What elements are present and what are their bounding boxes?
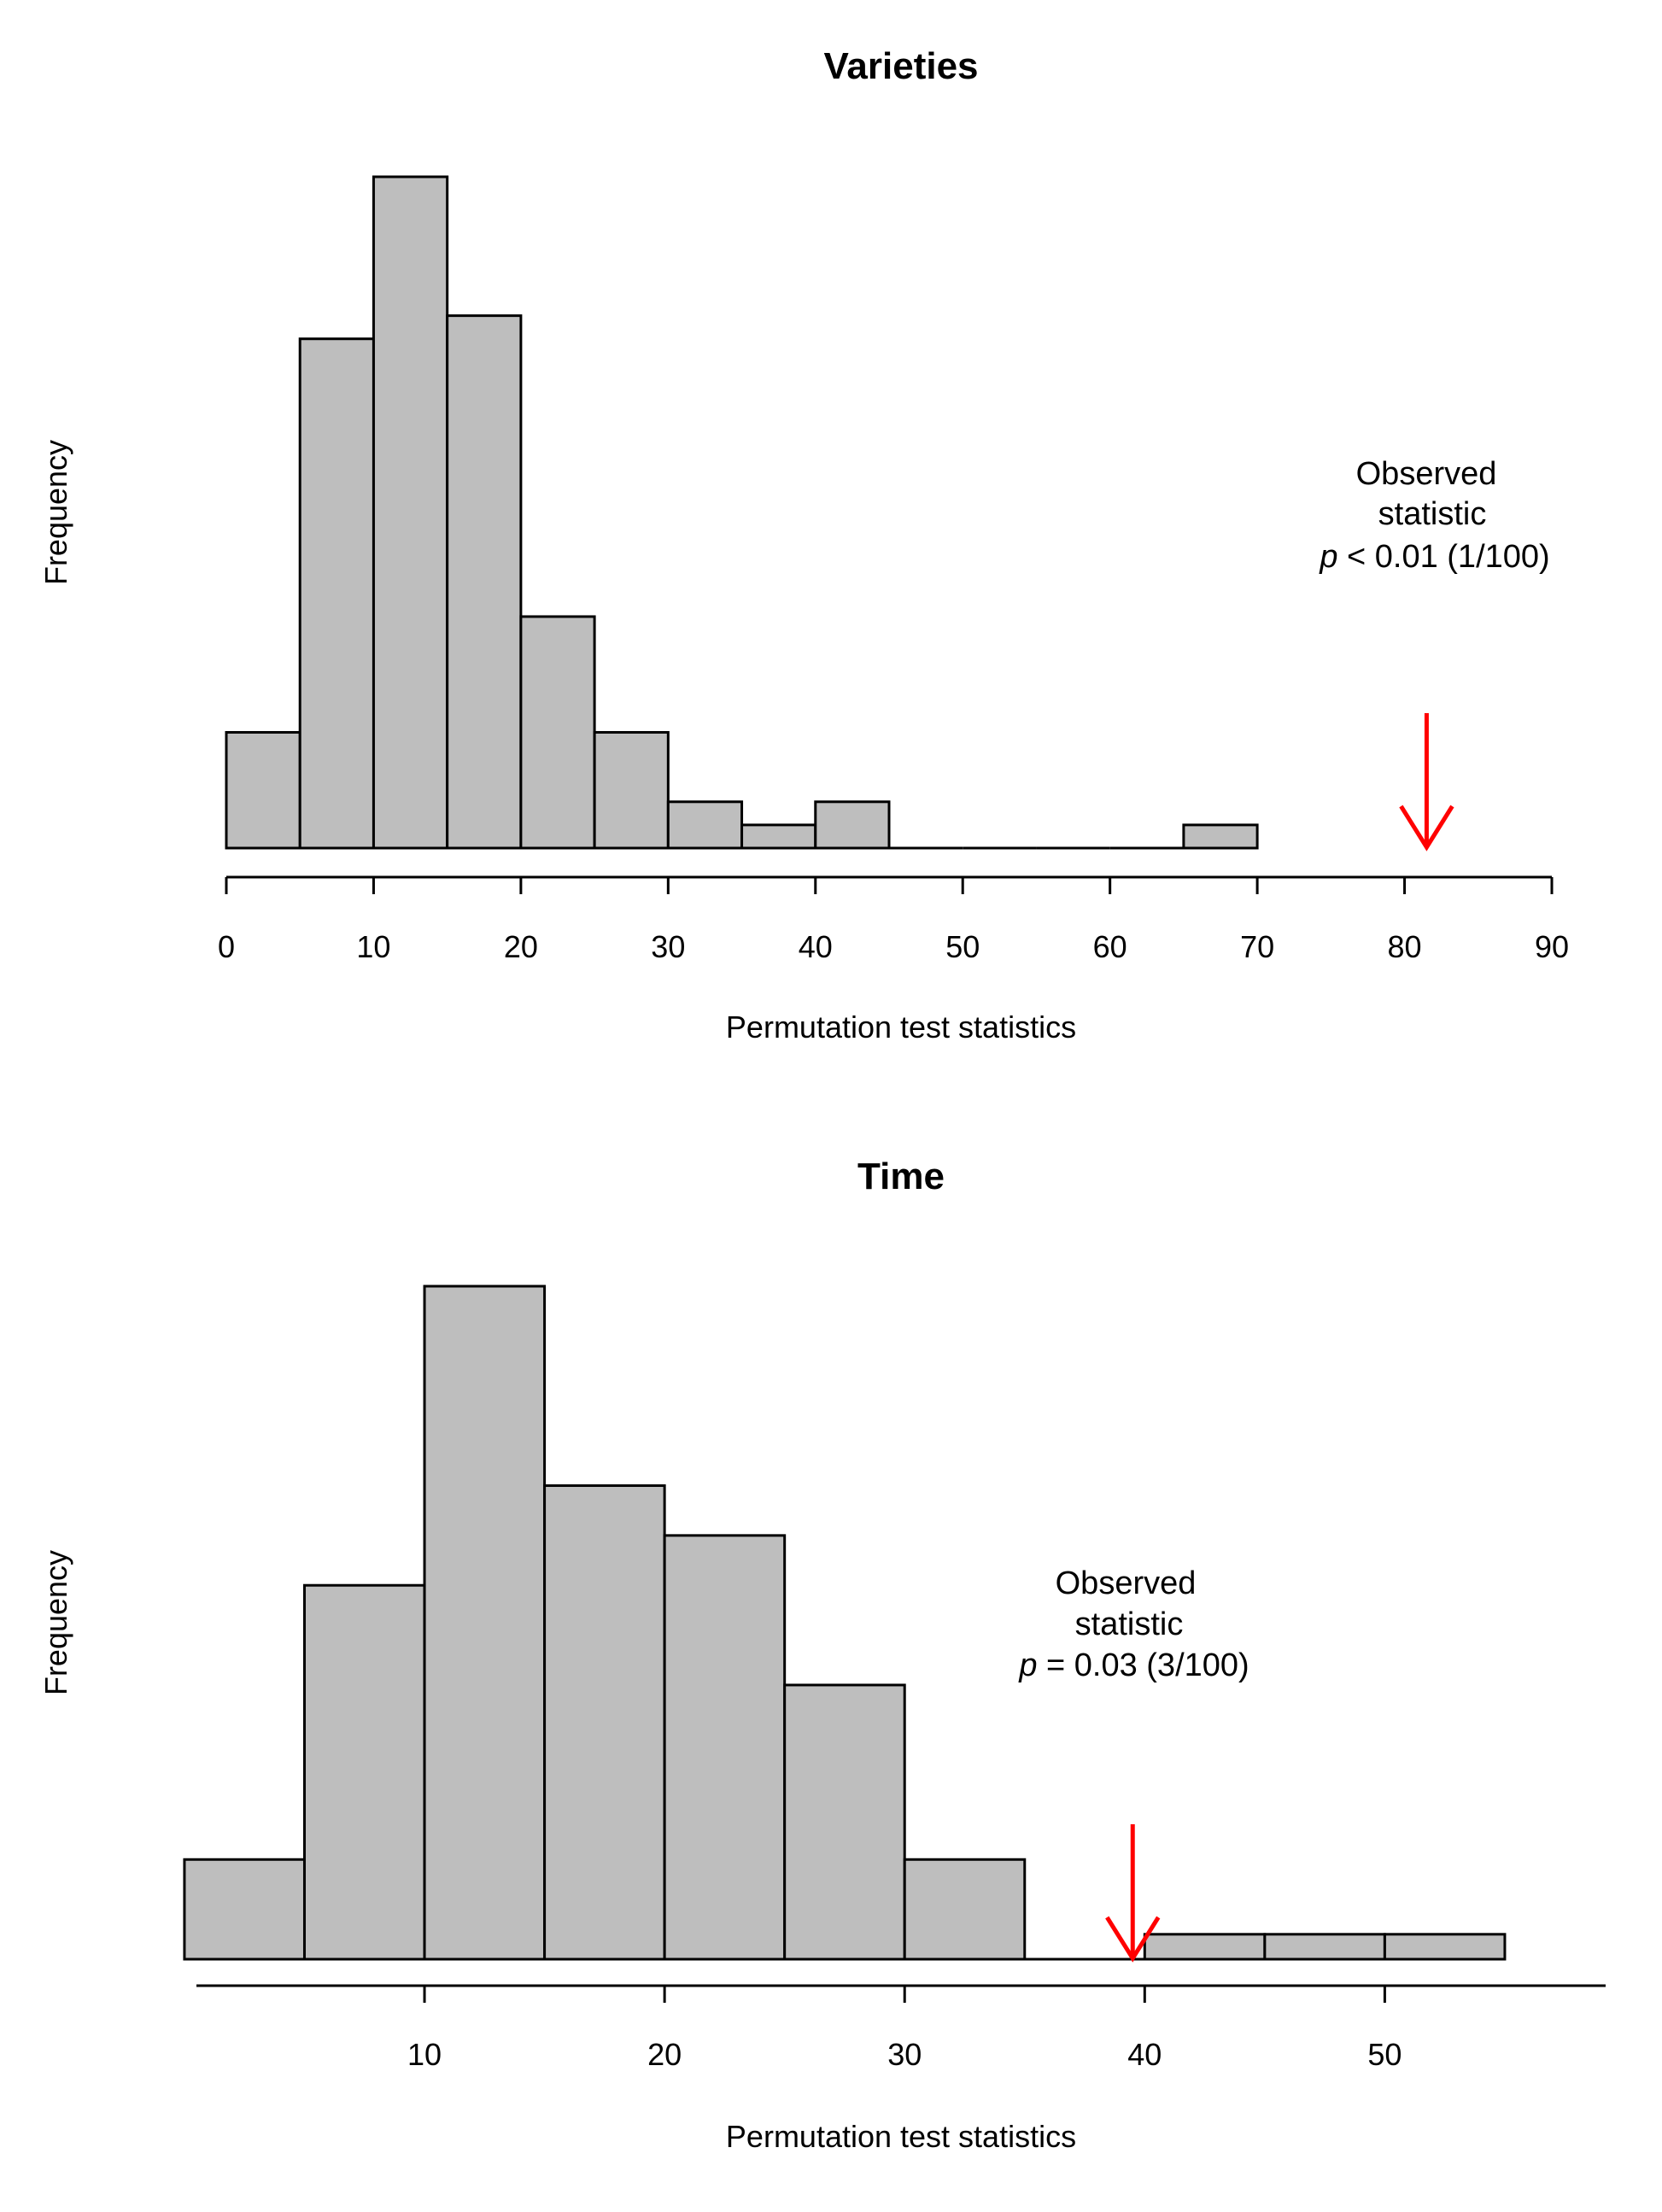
time-title: Time	[857, 1156, 945, 1197]
x-tick-label: 10	[356, 929, 390, 964]
histogram-bar	[1383, 1933, 1507, 1961]
time-annotation-line2: statistic	[1075, 1606, 1184, 1642]
varieties-p-text: < 0.01 (1/100)	[1337, 539, 1549, 575]
x-tick-label: 10	[407, 2037, 442, 2072]
varieties-p-value: p < 0.01 (1/100)	[1319, 539, 1549, 575]
varieties-p-symbol: p	[1319, 539, 1337, 575]
histogram-bar	[783, 1683, 906, 1961]
varieties-x-axis: 0 10 20 30 40 50 60 70 80 90	[218, 875, 1569, 964]
time-bars	[183, 1284, 1507, 1961]
varieties-annotation: Observed statistic p < 0.01 (1/100)	[1319, 456, 1549, 575]
time-p-symbol: p	[1018, 1647, 1037, 1683]
x-tick-label: 20	[647, 2037, 682, 2072]
histogram-bar	[593, 730, 670, 850]
histogram-bar	[519, 615, 596, 850]
histogram-bar	[298, 337, 375, 850]
time-y-label: Frequency	[38, 1550, 73, 1695]
arrow-head	[1105, 1916, 1161, 1963]
x-tick-label: 20	[504, 929, 538, 964]
varieties-y-label: Frequency	[38, 440, 73, 585]
histogram-bar	[666, 800, 744, 850]
histogram-bar	[903, 1858, 1027, 1961]
varieties-annotation-line1: Observed	[1356, 456, 1497, 492]
time-panel: Time Frequency 10 20 30 40 50 Permutation te…	[38, 1156, 1606, 2154]
histogram-bar	[423, 1284, 547, 1961]
time-observed-arrow	[1105, 1824, 1161, 1963]
histogram-bar	[1143, 1933, 1267, 1961]
histogram-bar	[663, 1534, 787, 1961]
histogram-bar	[302, 1583, 426, 1961]
time-annotation: Observed statistic p = 0.03 (3/100)	[1018, 1565, 1249, 1683]
arrow-head	[1399, 805, 1454, 851]
x-tick-label: 90	[1535, 929, 1569, 964]
varieties-observed-arrow	[1399, 713, 1454, 851]
histogram-bar	[1182, 823, 1259, 850]
x-tick-label: 0	[218, 929, 235, 964]
time-x-axis: 10 20 30 40 50	[196, 1984, 1606, 2072]
histogram-bar	[225, 730, 301, 850]
x-tick-label: 70	[1240, 929, 1274, 964]
x-tick-label: 30	[651, 929, 685, 964]
x-tick-label: 40	[1127, 2037, 1162, 2072]
varieties-bars	[225, 175, 1259, 850]
x-tick-label: 80	[1388, 929, 1422, 964]
varieties-x-label: Permutation test statistics	[726, 1009, 1076, 1045]
histogram-bar	[183, 1858, 306, 1961]
histogram-bar	[372, 175, 449, 850]
time-x-label: Permutation test statistics	[726, 2119, 1076, 2154]
time-annotation-line1: Observed	[1056, 1565, 1197, 1601]
x-tick-label: 40	[799, 929, 833, 964]
varieties-annotation-line2: statistic	[1378, 496, 1487, 532]
x-tick-label: 60	[1093, 929, 1127, 964]
varieties-title: Varieties	[823, 45, 978, 87]
histogram-bar	[740, 823, 817, 850]
x-tick-label: 50	[1367, 2037, 1402, 2072]
histogram-bar	[543, 1483, 666, 1961]
histogram-bar	[446, 314, 523, 850]
x-tick-label: 50	[945, 929, 980, 964]
histogram-bar	[1263, 1933, 1386, 1961]
time-p-value: p = 0.03 (3/100)	[1018, 1647, 1249, 1683]
histogram-bar	[814, 800, 891, 850]
varieties-panel: Varieties Frequency 0 10 20 30 40 50 60 70 80 90 …	[38, 45, 1569, 1045]
x-tick-label: 30	[887, 2037, 922, 2072]
time-p-text: = 0.03 (3/100)	[1037, 1647, 1249, 1683]
